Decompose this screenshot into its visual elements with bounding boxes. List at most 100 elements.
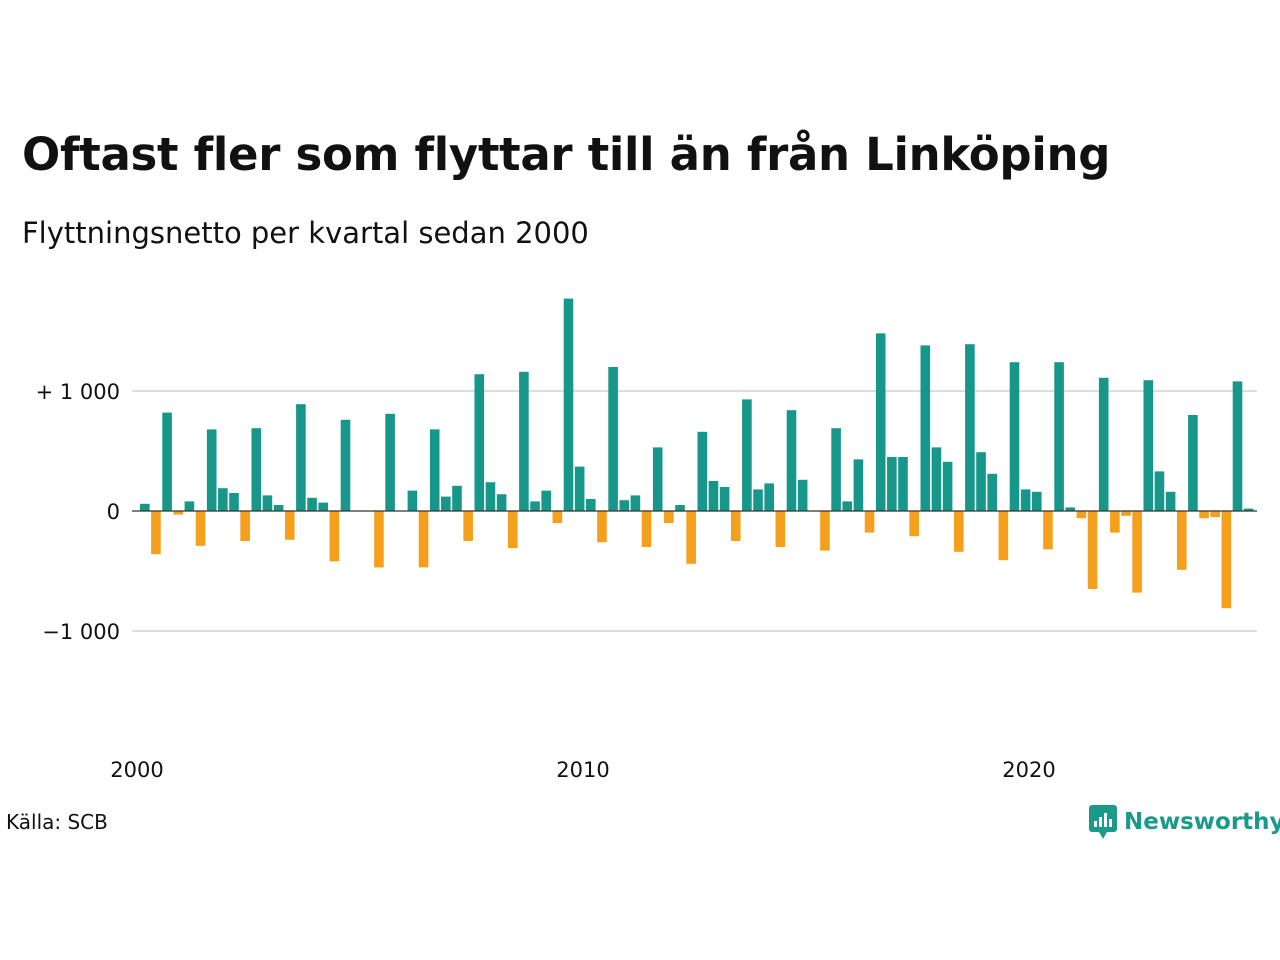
bar	[1043, 511, 1053, 550]
bar	[474, 374, 485, 511]
chart-subtitle: Flyttningsnetto per kvartal sedan 2000	[22, 216, 589, 250]
bar	[686, 511, 696, 564]
bar	[1054, 362, 1064, 511]
bar	[1110, 511, 1120, 533]
bar	[586, 499, 596, 511]
newsworthy-logo: Newsworthy	[1088, 804, 1280, 840]
bar	[775, 511, 786, 547]
bar	[1232, 381, 1243, 511]
bar	[641, 511, 652, 547]
bar	[708, 481, 719, 511]
bar	[786, 410, 797, 511]
bar	[608, 367, 618, 511]
bar	[1199, 511, 1209, 519]
bar	[1020, 489, 1031, 511]
bar	[842, 501, 853, 511]
bar	[151, 511, 161, 555]
bar	[1032, 491, 1042, 511]
x-tick-label: 2010	[556, 758, 609, 782]
bar	[730, 511, 741, 541]
bar	[296, 404, 306, 511]
source-note: Källa: SCB	[6, 810, 108, 834]
bar	[909, 511, 919, 537]
bar	[1165, 491, 1176, 511]
bar	[184, 501, 195, 511]
bar	[563, 298, 574, 511]
bar	[329, 511, 340, 562]
bar	[340, 419, 351, 511]
bar	[519, 371, 529, 511]
bar	[541, 490, 551, 511]
bar	[697, 431, 708, 511]
bar	[1243, 508, 1254, 511]
bar	[507, 511, 518, 549]
bar	[797, 479, 808, 511]
bar	[173, 511, 184, 515]
bar	[1121, 511, 1131, 516]
bar	[229, 493, 239, 511]
bar	[820, 511, 830, 551]
bar	[140, 503, 150, 511]
y-axis-labels: + 1 000 0 −1 000	[36, 380, 120, 644]
x-tick-label: 2020	[1002, 758, 1055, 782]
bar	[251, 428, 262, 511]
bar	[1176, 511, 1187, 570]
bar	[463, 511, 473, 541]
bar	[864, 511, 875, 533]
bar	[976, 452, 986, 511]
bar	[965, 344, 975, 511]
chart-title: Oftast fler som flyttar till än från Lin…	[22, 128, 1111, 181]
bar	[162, 412, 172, 511]
bar	[318, 502, 328, 511]
x-tick-label: 2000	[110, 758, 163, 782]
bar	[1188, 415, 1198, 511]
bar	[1076, 511, 1087, 519]
bar	[831, 428, 841, 511]
bar	[953, 511, 964, 552]
bar	[887, 457, 897, 511]
bar	[942, 461, 953, 511]
net-migration-bar-chart: + 1 000 0 −1 000 2000 2010 2020	[36, 298, 1257, 782]
bar	[597, 511, 607, 543]
bar	[742, 399, 752, 511]
bar	[652, 447, 663, 511]
y-tick-label: −1 000	[42, 620, 120, 644]
bar	[240, 511, 250, 541]
gridlines	[132, 390, 1257, 632]
bar	[552, 511, 563, 523]
bar	[1087, 511, 1098, 589]
bar	[452, 485, 462, 511]
bar-chart-speech-icon	[1089, 805, 1117, 839]
bar	[1210, 511, 1220, 517]
x-axis-labels: 2000 2010 2020	[110, 758, 1055, 782]
bars	[140, 298, 1254, 609]
y-tick-label: 0	[107, 500, 120, 524]
bar	[931, 447, 942, 511]
bar	[998, 511, 1009, 561]
bar	[1221, 511, 1232, 609]
bar	[195, 511, 206, 546]
bar	[418, 511, 429, 568]
bar	[385, 413, 395, 511]
bar	[630, 495, 641, 511]
bar	[262, 495, 273, 511]
bar	[675, 505, 685, 511]
bar	[987, 473, 997, 511]
bar	[284, 511, 295, 540]
bar	[1132, 511, 1142, 593]
bar	[218, 488, 228, 511]
bar	[898, 457, 908, 511]
bar	[1009, 362, 1020, 511]
bar	[619, 500, 630, 511]
bar	[719, 487, 730, 511]
bar	[1143, 380, 1154, 511]
bar	[1065, 507, 1076, 511]
bar	[485, 482, 496, 511]
bar	[374, 511, 384, 568]
bar	[206, 429, 217, 511]
bar	[664, 511, 674, 523]
bar	[530, 501, 540, 511]
bar	[574, 466, 585, 511]
bar	[441, 496, 451, 511]
bar	[307, 497, 317, 511]
